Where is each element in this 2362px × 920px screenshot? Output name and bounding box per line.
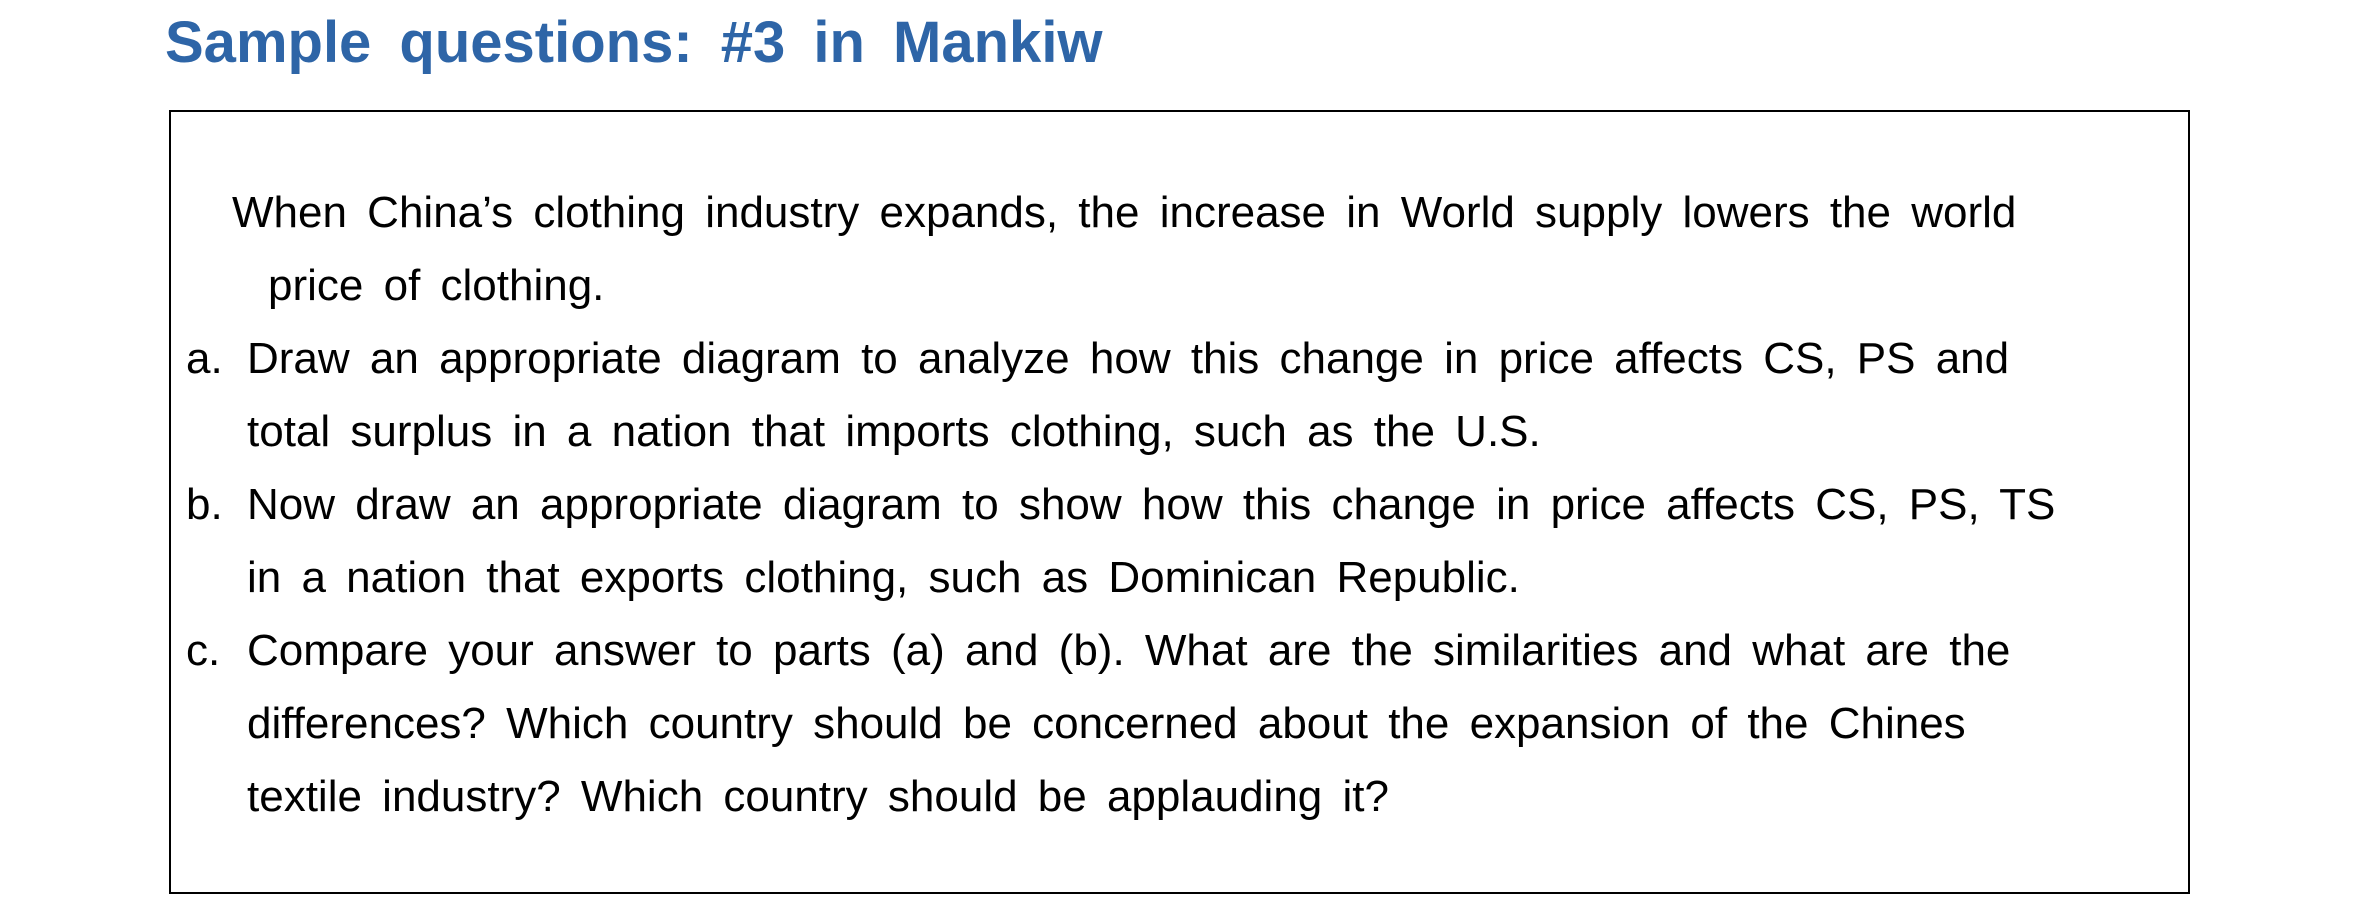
slide-title: Sample questions: #3 in Mankiw: [165, 10, 1103, 75]
part-line: Compare your answer to parts (a) and (b)…: [247, 626, 2011, 675]
part-line: textile industry? Which country should b…: [247, 772, 1389, 821]
part-marker: c.: [186, 626, 221, 675]
question-box: When China’s clothing industry expands, …: [169, 110, 2190, 894]
intro-line: price of clothing.: [268, 261, 605, 310]
part-marker: a.: [186, 334, 223, 383]
part-line: Now draw an appropriate diagram to show …: [247, 480, 2056, 529]
part-line: in a nation that exports clothing, such …: [247, 553, 1520, 602]
part-marker: b.: [186, 480, 223, 529]
part-line: differences? Which country should be con…: [247, 699, 1966, 748]
part-line: Draw an appropriate diagram to analyze h…: [247, 334, 2010, 383]
part-line: total surplus in a nation that imports c…: [247, 407, 1541, 456]
intro-line: When China’s clothing industry expands, …: [232, 188, 2017, 237]
